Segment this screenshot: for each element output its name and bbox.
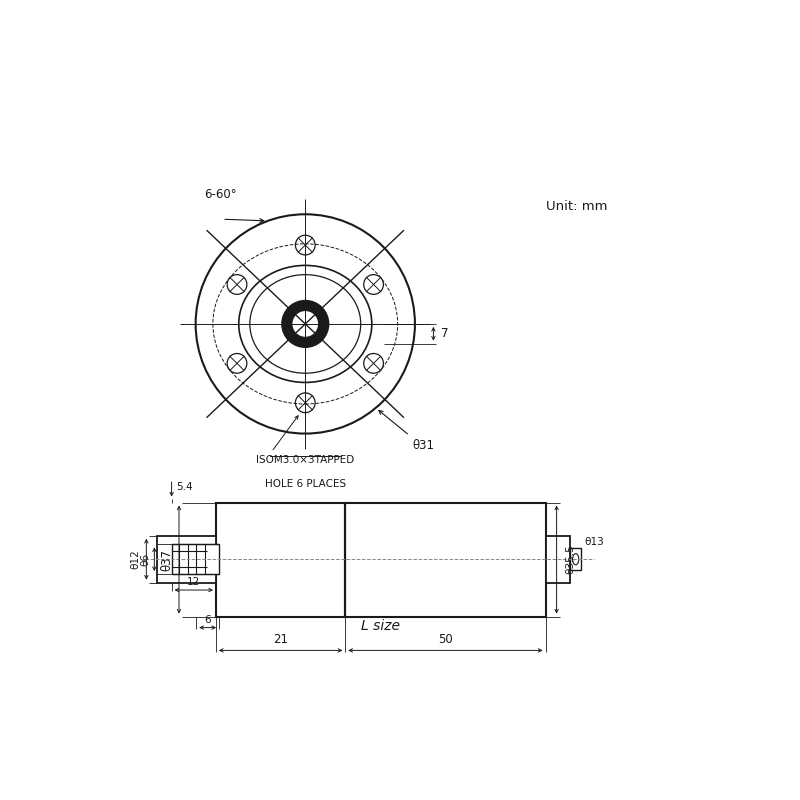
Text: Unit: mm: Unit: mm: [546, 200, 607, 214]
Text: ISOM3.0×3TAPPED: ISOM3.0×3TAPPED: [256, 455, 354, 465]
Text: L size: L size: [362, 619, 400, 633]
Bar: [346, 502, 546, 617]
Text: HOLE 6 PLACES: HOLE 6 PLACES: [265, 478, 346, 489]
Text: θ12: θ12: [130, 550, 140, 569]
Bar: [158, 536, 216, 582]
Text: θ6: θ6: [140, 553, 150, 566]
Text: 50: 50: [438, 633, 453, 646]
Text: θ31: θ31: [413, 438, 434, 452]
Text: 6-60°: 6-60°: [204, 188, 236, 201]
Text: 12: 12: [187, 577, 201, 587]
Bar: [216, 502, 346, 617]
Text: θ13: θ13: [584, 537, 604, 547]
Text: 5.4: 5.4: [177, 482, 193, 492]
Ellipse shape: [292, 310, 319, 338]
Bar: [172, 545, 219, 574]
Ellipse shape: [282, 301, 329, 347]
Text: 7: 7: [441, 327, 448, 340]
Text: θ35.5: θ35.5: [565, 545, 575, 574]
Text: 21: 21: [273, 633, 288, 646]
Ellipse shape: [573, 554, 578, 565]
Text: θ37: θ37: [160, 549, 173, 570]
Text: 6: 6: [204, 614, 211, 625]
Bar: [570, 548, 582, 570]
Bar: [546, 536, 570, 582]
